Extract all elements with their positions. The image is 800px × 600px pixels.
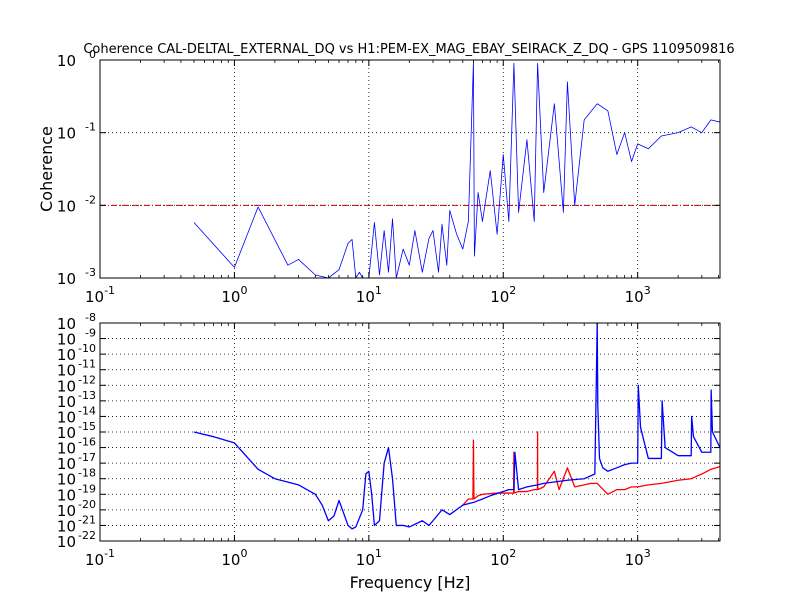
spectrum-y-tick-label: 10 -17 (57, 451, 96, 473)
coherence-x-tick-label: 10-1 (85, 284, 115, 306)
spectrum-grid (100, 323, 720, 541)
spectrum-series-group (193, 323, 720, 530)
spectrum-y-tick-label: 10 -21 (57, 513, 96, 535)
spectrum-x-tick-label: 103 (625, 547, 651, 569)
spectrum-y-tick-label: 10 -15 (57, 420, 96, 442)
coherence-y-tick-label: 10 -2 (57, 193, 96, 215)
spectrum-x-tick-label: 10-1 (85, 547, 115, 569)
coherence-series-group (193, 61, 720, 278)
coherence-series-line-0 (193, 61, 720, 278)
coherence-title: Coherence CAL-DELTAL_EXTERNAL_DQ vs H1:P… (83, 42, 734, 57)
spectrum-y-tick-label: 10 -16 (57, 436, 96, 458)
coherence-y-axis-title: Coherence (37, 126, 56, 212)
coherence-y-tick-label: 10 -3 (57, 266, 96, 288)
spectrum-y-tick-label: 10 -22 (57, 529, 96, 551)
spectrum-y-tick-label: 10 -10 (57, 342, 96, 364)
spectrum-y-tick-label: 10 -9 (57, 327, 96, 349)
coherence-axes-frame (99, 59, 721, 279)
spectrum-y-tick-label: 10 -12 (57, 373, 96, 395)
spectrum-series-line-0 (462, 431, 720, 506)
coherence-x-tick-label: 103 (625, 284, 651, 306)
coherence-y-tick-label: 10 -1 (57, 121, 96, 143)
coherence-grid (100, 60, 720, 278)
coherence-x-tick-label: 102 (490, 284, 516, 306)
coherence-panel: Coherence CAL-DELTAL_EXTERNAL_DQ vs H1:P… (37, 42, 735, 306)
coherence-x-tick-label: 101 (356, 284, 382, 306)
spectrum-y-tick-label: 10 -18 (57, 467, 96, 489)
spectrum-y-tick-label: 10 -20 (57, 498, 96, 520)
spectrum-x-tick-label: 101 (356, 547, 382, 569)
coherence-x-tick-label: 100 (221, 284, 247, 306)
spectrum-y-tick-label: 10 -14 (57, 404, 96, 426)
frequency-axis-title: Frequency [Hz] (350, 573, 471, 592)
spectrum-x-tick-label: 100 (221, 547, 247, 569)
spectrum-y-tick-label: 10 -8 (57, 311, 96, 333)
spectrum-y-tick-label: 10 -19 (57, 482, 96, 504)
spectrum-x-tick-label: 102 (490, 547, 516, 569)
spectrum-y-tick-label: 10 -11 (57, 358, 96, 380)
spectrum-series-line-1 (193, 323, 720, 530)
spectrum-y-tick-label: 10 -13 (57, 389, 96, 411)
coherence-y-tick-label: 10 0 (57, 48, 96, 70)
